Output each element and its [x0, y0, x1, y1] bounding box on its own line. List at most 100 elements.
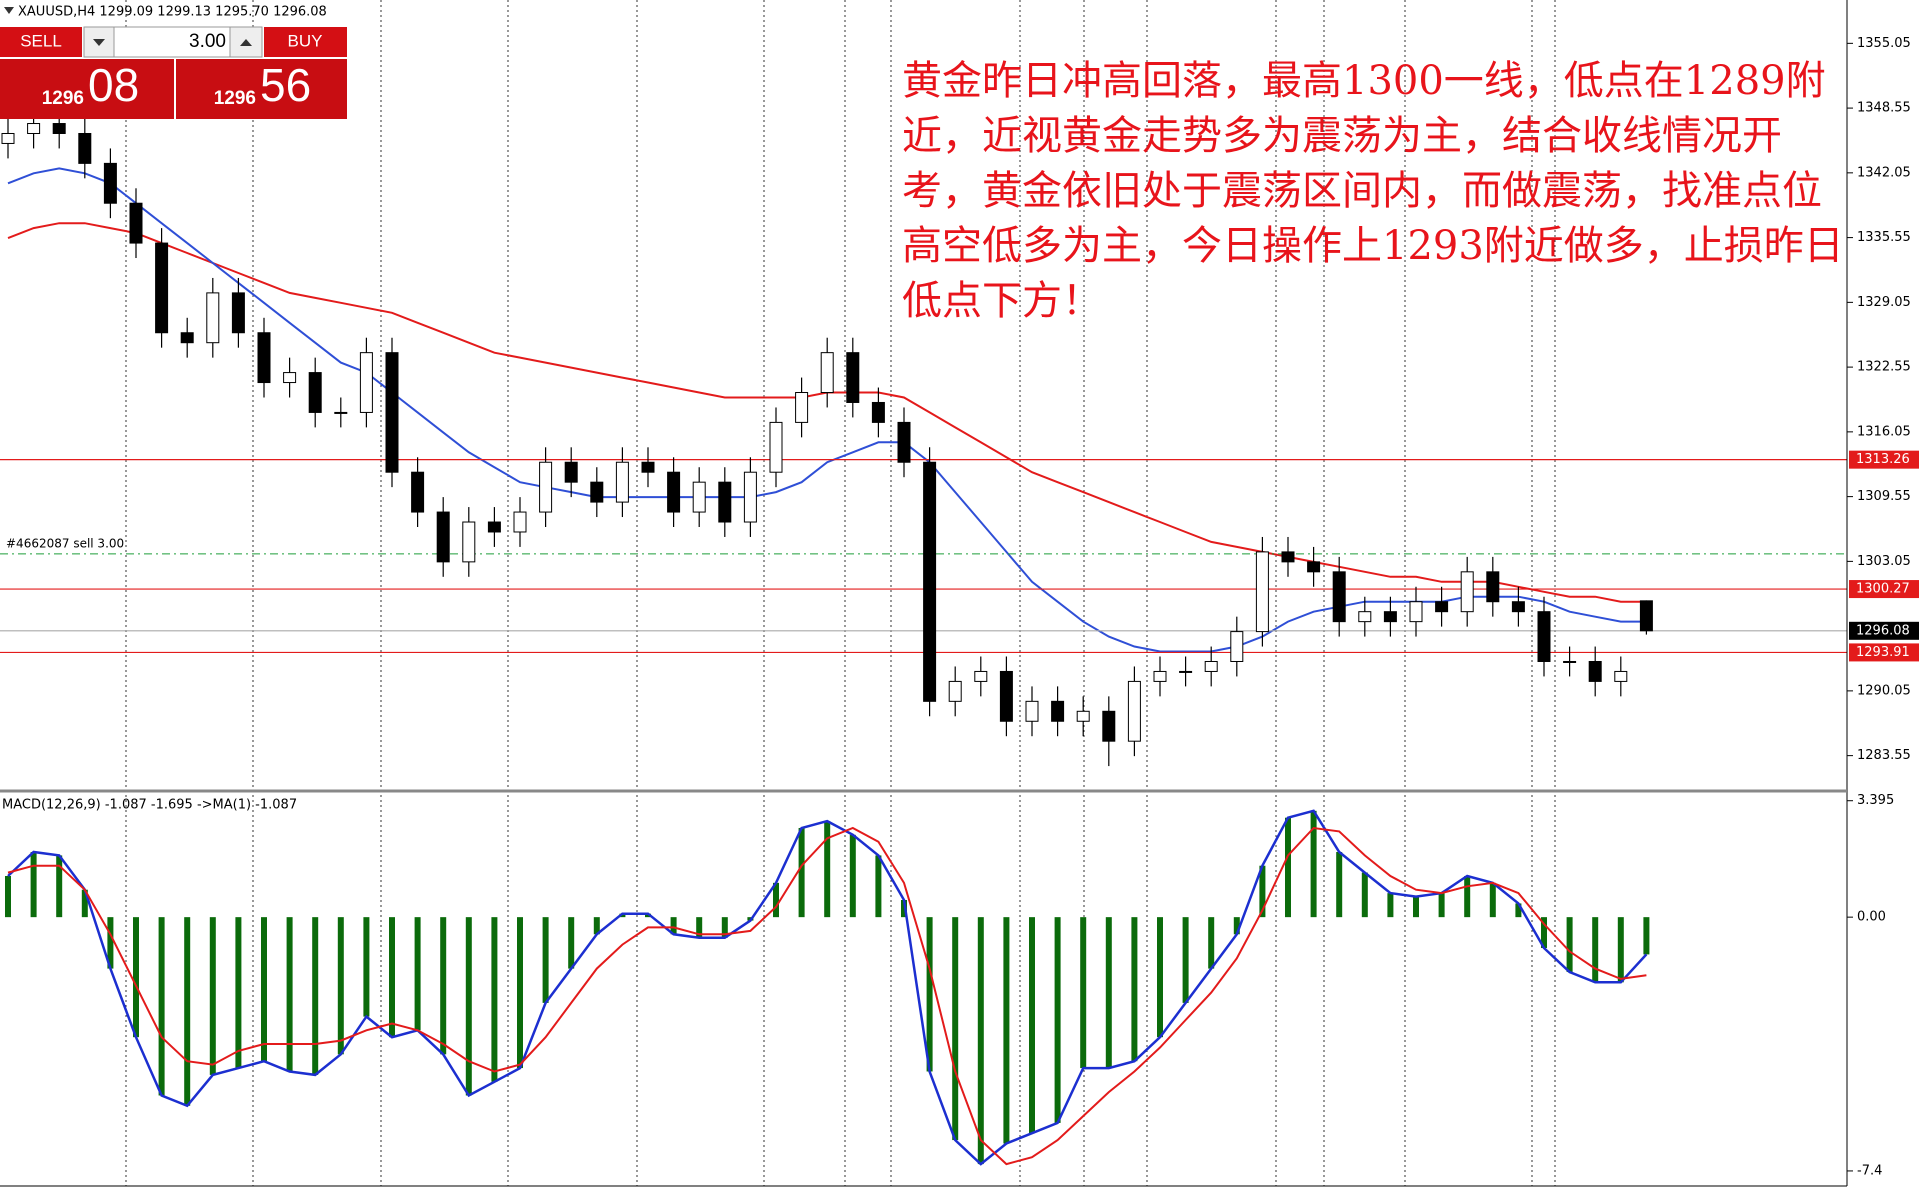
price-tag — [1849, 621, 1919, 640]
candle-body — [1409, 601, 1423, 623]
macd-bar — [952, 917, 959, 1141]
macd-panel: MACD(12,26,9) -1.087 -1.695 ->MA(1) -1.0… — [2, 793, 1894, 1178]
buy-button[interactable] — [264, 27, 347, 57]
macd-bar — [286, 917, 293, 1072]
candle-body — [1614, 670, 1628, 682]
macd-bar — [235, 917, 242, 1069]
price-tag — [1849, 580, 1919, 599]
signal-line — [7, 826, 1647, 1166]
macd-bar — [1413, 896, 1419, 918]
candle-body — [1307, 561, 1321, 573]
macd-bar — [414, 917, 421, 1031]
annotation-line: 近，近视黄金走势多为震荡为主，结合收线情况开 — [902, 113, 1782, 159]
candle-body — [590, 481, 604, 503]
candle-body — [667, 471, 681, 513]
macd-bar — [1489, 882, 1496, 918]
candle-body — [1076, 710, 1090, 722]
candle-body — [231, 292, 245, 334]
macd-bar — [721, 917, 728, 938]
candle-body — [78, 132, 92, 164]
candle-body — [1153, 670, 1167, 682]
candle-body — [1486, 571, 1500, 603]
candle-body — [795, 392, 809, 423]
annotation-line: 黄金昨日冲高回落，最高1300一线，低点在1289附 — [902, 58, 1826, 104]
bid-small: 08 — [88, 59, 139, 111]
ask-big: 1296 — [214, 88, 256, 109]
macd-bar — [849, 834, 856, 918]
candle-body — [462, 521, 476, 563]
macd-bar — [1054, 917, 1061, 1123]
candle-body — [1358, 611, 1372, 623]
candle-body — [1051, 700, 1065, 722]
macd-bar — [1105, 917, 1112, 1069]
price-tag-label: 1300.27 — [1856, 582, 1910, 597]
candle-body — [846, 352, 860, 403]
candle-body — [1025, 700, 1039, 722]
macd-bar — [1361, 872, 1368, 918]
price-tag — [1849, 450, 1919, 469]
macd-bar — [1131, 917, 1138, 1062]
candle-body — [27, 123, 41, 134]
ask-box[interactable] — [176, 59, 347, 119]
candle-body — [999, 670, 1013, 722]
price-tag-label: 1293.91 — [1856, 645, 1910, 660]
candle-body — [513, 511, 527, 533]
candle-body — [1563, 660, 1577, 663]
sell-label: SELL — [20, 31, 62, 50]
lot-value: 3.00 — [189, 31, 226, 52]
sell-button[interactable] — [0, 27, 82, 57]
candle-body — [897, 421, 911, 463]
macd-bar — [1310, 810, 1317, 918]
y-tick-label: 1355.05 — [1857, 36, 1911, 51]
macd-bar — [158, 917, 165, 1096]
candle-body — [641, 461, 655, 473]
macd-bar — [926, 917, 933, 1072]
annotation: 黄金昨日冲高回落，最高1300一线，低点在1289附近，近视黄金走势多为震荡为主… — [902, 58, 1844, 324]
lot-input[interactable] — [113, 26, 231, 58]
candle-body — [52, 123, 66, 134]
candle-body — [1639, 600, 1653, 632]
annotation-line: 考，黄金依旧处于震荡区间内，而做震荡，找准点位 — [902, 168, 1822, 214]
macd-bar — [81, 889, 88, 918]
macd-bar — [337, 917, 344, 1055]
macd-bar — [696, 917, 703, 938]
bid-box[interactable] — [0, 59, 174, 119]
macd-bar — [1541, 917, 1547, 949]
candle-body — [692, 481, 706, 513]
y-tick-label: 1329.05 — [1857, 295, 1911, 310]
candle-body — [283, 372, 297, 384]
price-panel: 1355.05 1348.55 1342.05 1335.55 1329.05 1322.… — [0, 36, 1919, 767]
macd-bar — [542, 917, 549, 1003]
macd-bar — [670, 917, 677, 935]
candle-body — [1435, 601, 1449, 613]
macd-bar — [1003, 917, 1010, 1144]
candle-body — [1230, 631, 1244, 662]
macd-bar — [440, 917, 447, 1055]
macd-bar — [261, 917, 267, 1062]
candle-body — [308, 372, 322, 413]
candle-body — [1511, 601, 1525, 613]
annotation-line: 高空低多为主，今日操作上1293附近做多，止损昨日 — [902, 223, 1844, 269]
candle-body — [180, 332, 194, 344]
up-arrow — [240, 39, 252, 46]
candle-body — [487, 521, 501, 533]
macd-bar — [568, 917, 575, 969]
macd-title: MACD(12,26,9) -1.087 -1.695 ->MA(1) -1.0… — [2, 798, 297, 813]
macd-bar — [363, 917, 370, 1017]
candle-body — [206, 292, 220, 344]
header-text: XAUUSD,H4 1299.09 1299.13 1295.70 1296.0… — [18, 5, 327, 20]
macd-bar — [1387, 893, 1394, 918]
macd-bar — [184, 917, 191, 1106]
candle-body — [974, 670, 988, 682]
candle-body — [1588, 660, 1602, 682]
macd-bar — [107, 917, 114, 969]
macd-bar — [133, 917, 139, 1038]
macd-bar — [312, 917, 319, 1075]
order-label: #4662087 sell 3.00 — [6, 536, 124, 550]
y-tick-label: 1290.05 — [1857, 683, 1911, 698]
y-tick-label: 1283.55 — [1857, 748, 1911, 763]
y-tick-label: 1316.05 — [1857, 424, 1911, 439]
macd-bar — [1643, 917, 1650, 955]
candle-body — [1537, 611, 1551, 662]
